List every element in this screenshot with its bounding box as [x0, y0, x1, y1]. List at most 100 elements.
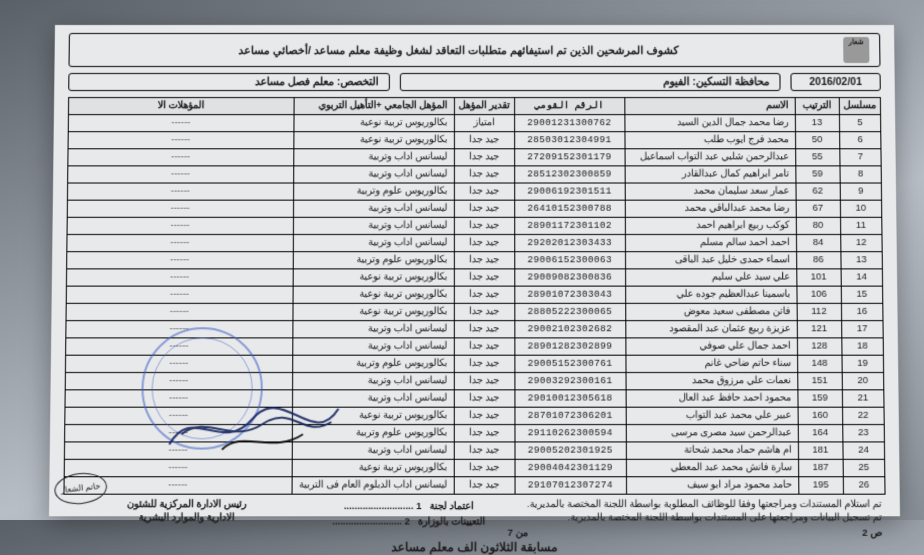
- cell-nid: 28701072306201: [515, 407, 626, 424]
- footer-note-1: تم استلام المستندات ومراجعتها وفقا للوظا…: [507, 499, 881, 512]
- table-row: 1386اسماء حمدى خليل عبد الباقى2900615230…: [67, 252, 883, 269]
- cell-name: علي سيد علي سليم: [625, 269, 796, 286]
- cell-name: احمد احمد سالم مسلم: [625, 234, 796, 251]
- cell-qual: ليسانس اداب وتربية: [293, 166, 454, 183]
- table-row: 755عبدالرحمن شلبي عبد التواب اسماعيل2720…: [68, 149, 881, 166]
- cell-serial: 16: [841, 303, 883, 320]
- cell-extra: ------: [68, 115, 293, 132]
- cell-serial: 26: [843, 477, 885, 494]
- cell-rank: 106: [797, 286, 842, 303]
- cell-extra: ------: [67, 200, 293, 217]
- cell-rank: 181: [798, 442, 843, 459]
- cell-serial: 8: [840, 166, 882, 183]
- ministry-logo: شعار: [843, 37, 869, 63]
- cell-rank: 160: [798, 407, 843, 424]
- table-row: 1180كوكب ربيع ابراهيم احمد28901172301102…: [67, 217, 882, 234]
- col-grade: تقدير المؤهل: [454, 98, 514, 115]
- cell-grade: جيد جدا: [454, 217, 514, 234]
- cell-name: فاتن مصطفى سعيد معوض: [625, 303, 797, 320]
- cell-grade: جيد جدا: [454, 442, 515, 459]
- cell-extra: ------: [68, 166, 294, 183]
- cell-name: ام هاشم حماد محمد شحاتة: [626, 442, 798, 459]
- cell-qual: ليسانس اداب وتربية: [293, 234, 454, 251]
- col-extra: المؤهلات الا: [68, 98, 293, 115]
- cell-serial: 13: [841, 252, 883, 269]
- col-name: الاسم: [624, 98, 795, 115]
- cell-qual: ليسانس اداب وتربية: [292, 442, 454, 459]
- cell-rank: 195: [798, 477, 843, 494]
- cell-serial: 21: [842, 390, 884, 407]
- cell-nid: 28901172301102: [514, 217, 625, 234]
- specialization-box: التخصص: معلم فصل مساعد: [68, 73, 389, 91]
- footer-note-2: تم تسجيل البيانات ومراجعتها على المستندا…: [507, 512, 881, 525]
- cell-rank: 86: [796, 252, 840, 269]
- cell-qual: ليسانس اداب وتربية: [293, 149, 454, 166]
- cell-name: اسماء حمدى خليل عبد الباقى: [625, 252, 796, 269]
- table-header-row: مسلسل الترتيب الاسم الرقم القومي تقدير ا…: [68, 98, 880, 115]
- contest-title: مسابقة الثلاثون الف معلم مساعد: [63, 540, 887, 554]
- cell-grade: جيد جدا: [454, 149, 514, 166]
- cell-serial: 25: [843, 459, 885, 476]
- cell-serial: 9: [840, 183, 882, 200]
- cell-nid: 29107012307274: [515, 477, 627, 494]
- table-row: 1284احمد احمد سالم مسلم29202012303433جيد…: [67, 234, 882, 251]
- cell-rank: 50: [795, 132, 839, 149]
- cell-grade: جيد جدا: [454, 252, 515, 269]
- head-sub: الادارية والموارد البشرية: [63, 512, 310, 525]
- cell-nid: 29003292300161: [515, 373, 626, 390]
- cell-nid: 29005152300761: [514, 355, 625, 372]
- cell-nid: 28901282302899: [514, 338, 625, 355]
- approval-line-2: 2 ..........................: [332, 516, 410, 527]
- cell-rank: 62: [796, 183, 840, 200]
- cell-grade: جيد جدا: [454, 234, 515, 251]
- cell-qual: ليسانس اداب الدبلوم العام فى التربية: [292, 477, 454, 494]
- cell-qual: ليسانس اداب وتربية: [292, 373, 454, 390]
- table-row: 650محمد فرج ايوب طلب28503012304991جيد جد…: [68, 132, 881, 149]
- cell-extra: ------: [64, 442, 291, 459]
- cell-name: محمود احمد حافظ عبد العال: [626, 390, 798, 407]
- table-row: 14101علي سيد علي سليم29009082300836جيد ج…: [66, 269, 882, 286]
- cell-qual: بكالوريوس تربية نوعية: [292, 407, 454, 424]
- cell-rank: 67: [796, 200, 840, 217]
- cell-grade: جيد جدا: [454, 355, 515, 372]
- meta-row: 2016/02/01 محافظة التسكين: الفيوم التخصص…: [68, 73, 881, 91]
- cell-name: رضا محمد جمال الدين السيد: [624, 115, 795, 132]
- cell-serial: 20: [842, 373, 884, 390]
- table-row: 962عمار سعد سليمان محمد29006192301511جيد…: [67, 183, 881, 200]
- cell-grade: جيد جدا: [454, 373, 515, 390]
- table-row: 859تامر ابراهيم كمال عبدالقادر2851230230…: [68, 166, 882, 183]
- cell-extra: ------: [64, 459, 292, 476]
- gov-value: الفيوم: [663, 76, 690, 88]
- cell-qual: بكالوريوس تربية نوعية: [293, 115, 454, 132]
- cell-name: عمار سعد سليمان محمد: [625, 183, 796, 200]
- cell-grade: جيد جدا: [454, 132, 514, 149]
- cell-rank: 101: [796, 269, 840, 286]
- cell-qual: ليسانس اداب وتربية: [292, 390, 454, 407]
- gov-label: محافظة التسكين:: [692, 76, 769, 88]
- cell-grade: جيد جدا: [454, 183, 514, 200]
- cell-rank: 164: [798, 425, 843, 442]
- cell-serial: 15: [841, 286, 883, 303]
- cell-extra: ------: [66, 269, 292, 286]
- cell-qual: بكالوريوس علوم وتربية: [292, 355, 454, 372]
- cell-rank: 59: [795, 166, 839, 183]
- cell-nid: 29005202301925: [515, 442, 626, 459]
- cell-extra: ------: [68, 132, 293, 149]
- cell-extra: ------: [68, 149, 294, 166]
- cell-nid: 29006192301511: [514, 183, 625, 200]
- cell-grade: جيد جدا: [454, 269, 515, 286]
- cell-nid: 28805222300065: [514, 303, 625, 320]
- cell-nid: 28901072303043: [514, 286, 625, 303]
- cell-qual: بكالوريوس تربية نوعية: [292, 459, 454, 476]
- cell-extra: ------: [66, 286, 292, 303]
- cell-name: عبير علي محمد عبد التواب: [626, 407, 798, 424]
- cell-serial: 24: [843, 442, 885, 459]
- cell-name: سارة فانش محمد عبد المعطي: [626, 459, 798, 476]
- col-nid: الرقم القومي: [514, 98, 624, 115]
- cell-serial: 6: [839, 132, 881, 149]
- col-rank: الترتيب: [795, 98, 839, 115]
- cell-grade: جيد جدا: [454, 200, 514, 217]
- cell-nid: 29009082300836: [514, 269, 625, 286]
- table-row: 24181ام هاشم حماد محمد شحاتة290052023019…: [64, 442, 884, 459]
- cell-serial: 10: [840, 200, 882, 217]
